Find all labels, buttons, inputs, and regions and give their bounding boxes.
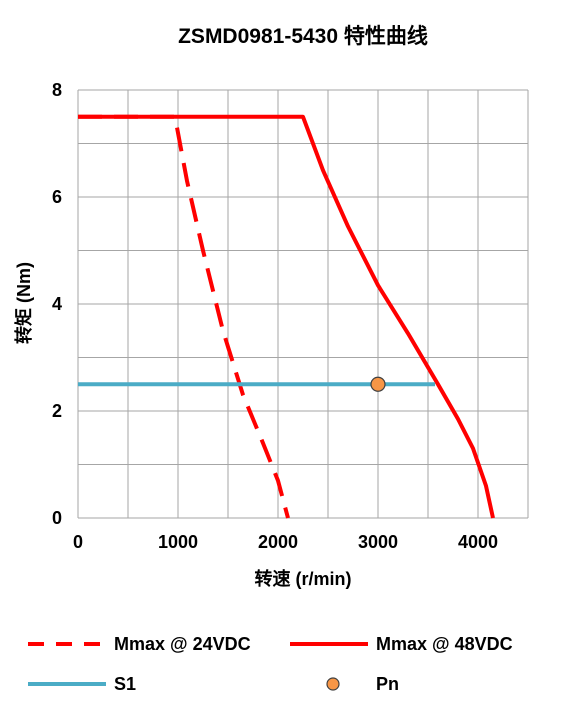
- series-layer: [78, 114, 495, 519]
- x-axis-label: 转速 (r/min): [255, 568, 352, 589]
- y-tick-label: 6: [52, 187, 62, 207]
- legend-item-mmax-24vdc: Mmax @ 24VDC: [28, 634, 251, 654]
- x-tick-label: 2000: [258, 532, 298, 552]
- chart-title: ZSMD0981-5430 特性曲线: [178, 24, 428, 48]
- series-mmax-48vdc-line: [78, 114, 495, 519]
- y-tick-label: 4: [52, 294, 62, 314]
- legend: Mmax @ 24VDC Mmax @ 48VDC S1 Pn: [28, 634, 513, 694]
- legend-item-pn-label: Pn: [376, 674, 399, 694]
- x-tick-label: 3000: [358, 532, 398, 552]
- y-tick-label: 0: [52, 508, 62, 528]
- series-pn-point: [370, 376, 386, 392]
- y-axis-label: 转矩 (Nm): [13, 262, 34, 344]
- legend-item-mmax-48vdc: Mmax @ 48VDC: [290, 634, 513, 654]
- tick-labels: 0 1000 2000 3000 4000 0 2 4 6 8: [52, 80, 498, 552]
- y-tick-label: 2: [52, 401, 62, 421]
- series-mmax-24vdc-line: [78, 114, 290, 519]
- legend-item-pn-swatch: [326, 677, 340, 691]
- x-tick-label: 1000: [158, 532, 198, 552]
- legend-item-s1-label: S1: [114, 674, 136, 694]
- y-tick-label: 8: [52, 80, 62, 100]
- legend-item-pn: Pn: [326, 674, 399, 694]
- legend-item-mmax-24vdc-label: Mmax @ 24VDC: [114, 634, 251, 654]
- legend-item-s1: S1: [28, 674, 136, 694]
- grid: [77, 89, 529, 519]
- x-tick-label: 4000: [458, 532, 498, 552]
- legend-item-mmax-48vdc-label: Mmax @ 48VDC: [376, 634, 513, 654]
- x-tick-label: 0: [73, 532, 83, 552]
